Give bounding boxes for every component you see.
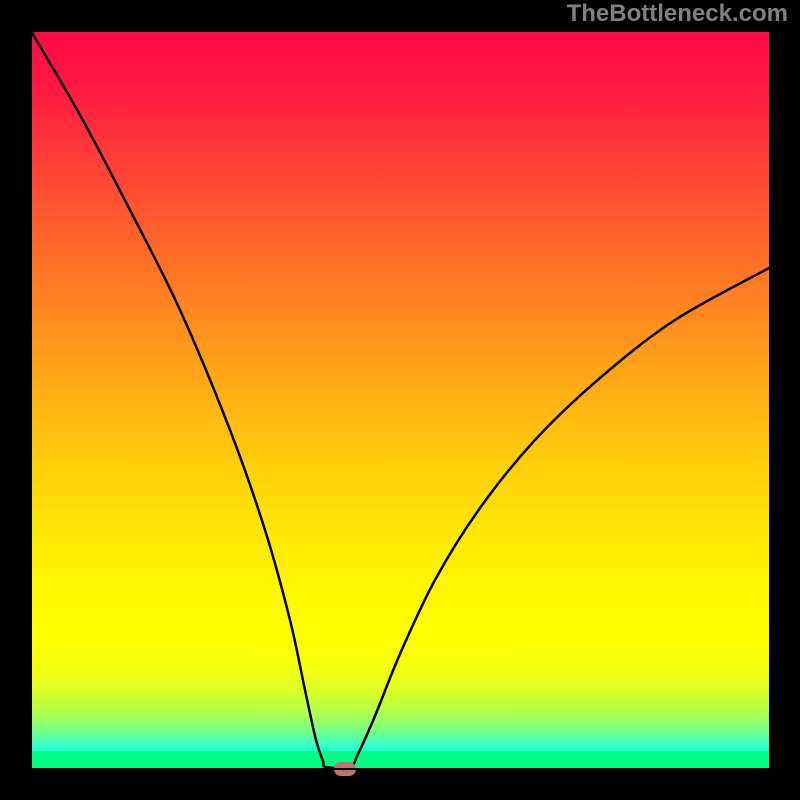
figure-container: TheBottleneck.com: [0, 0, 800, 800]
plot-background: [31, 31, 770, 769]
bottom-band: [31, 751, 770, 769]
bottleneck-chart: [0, 0, 800, 800]
